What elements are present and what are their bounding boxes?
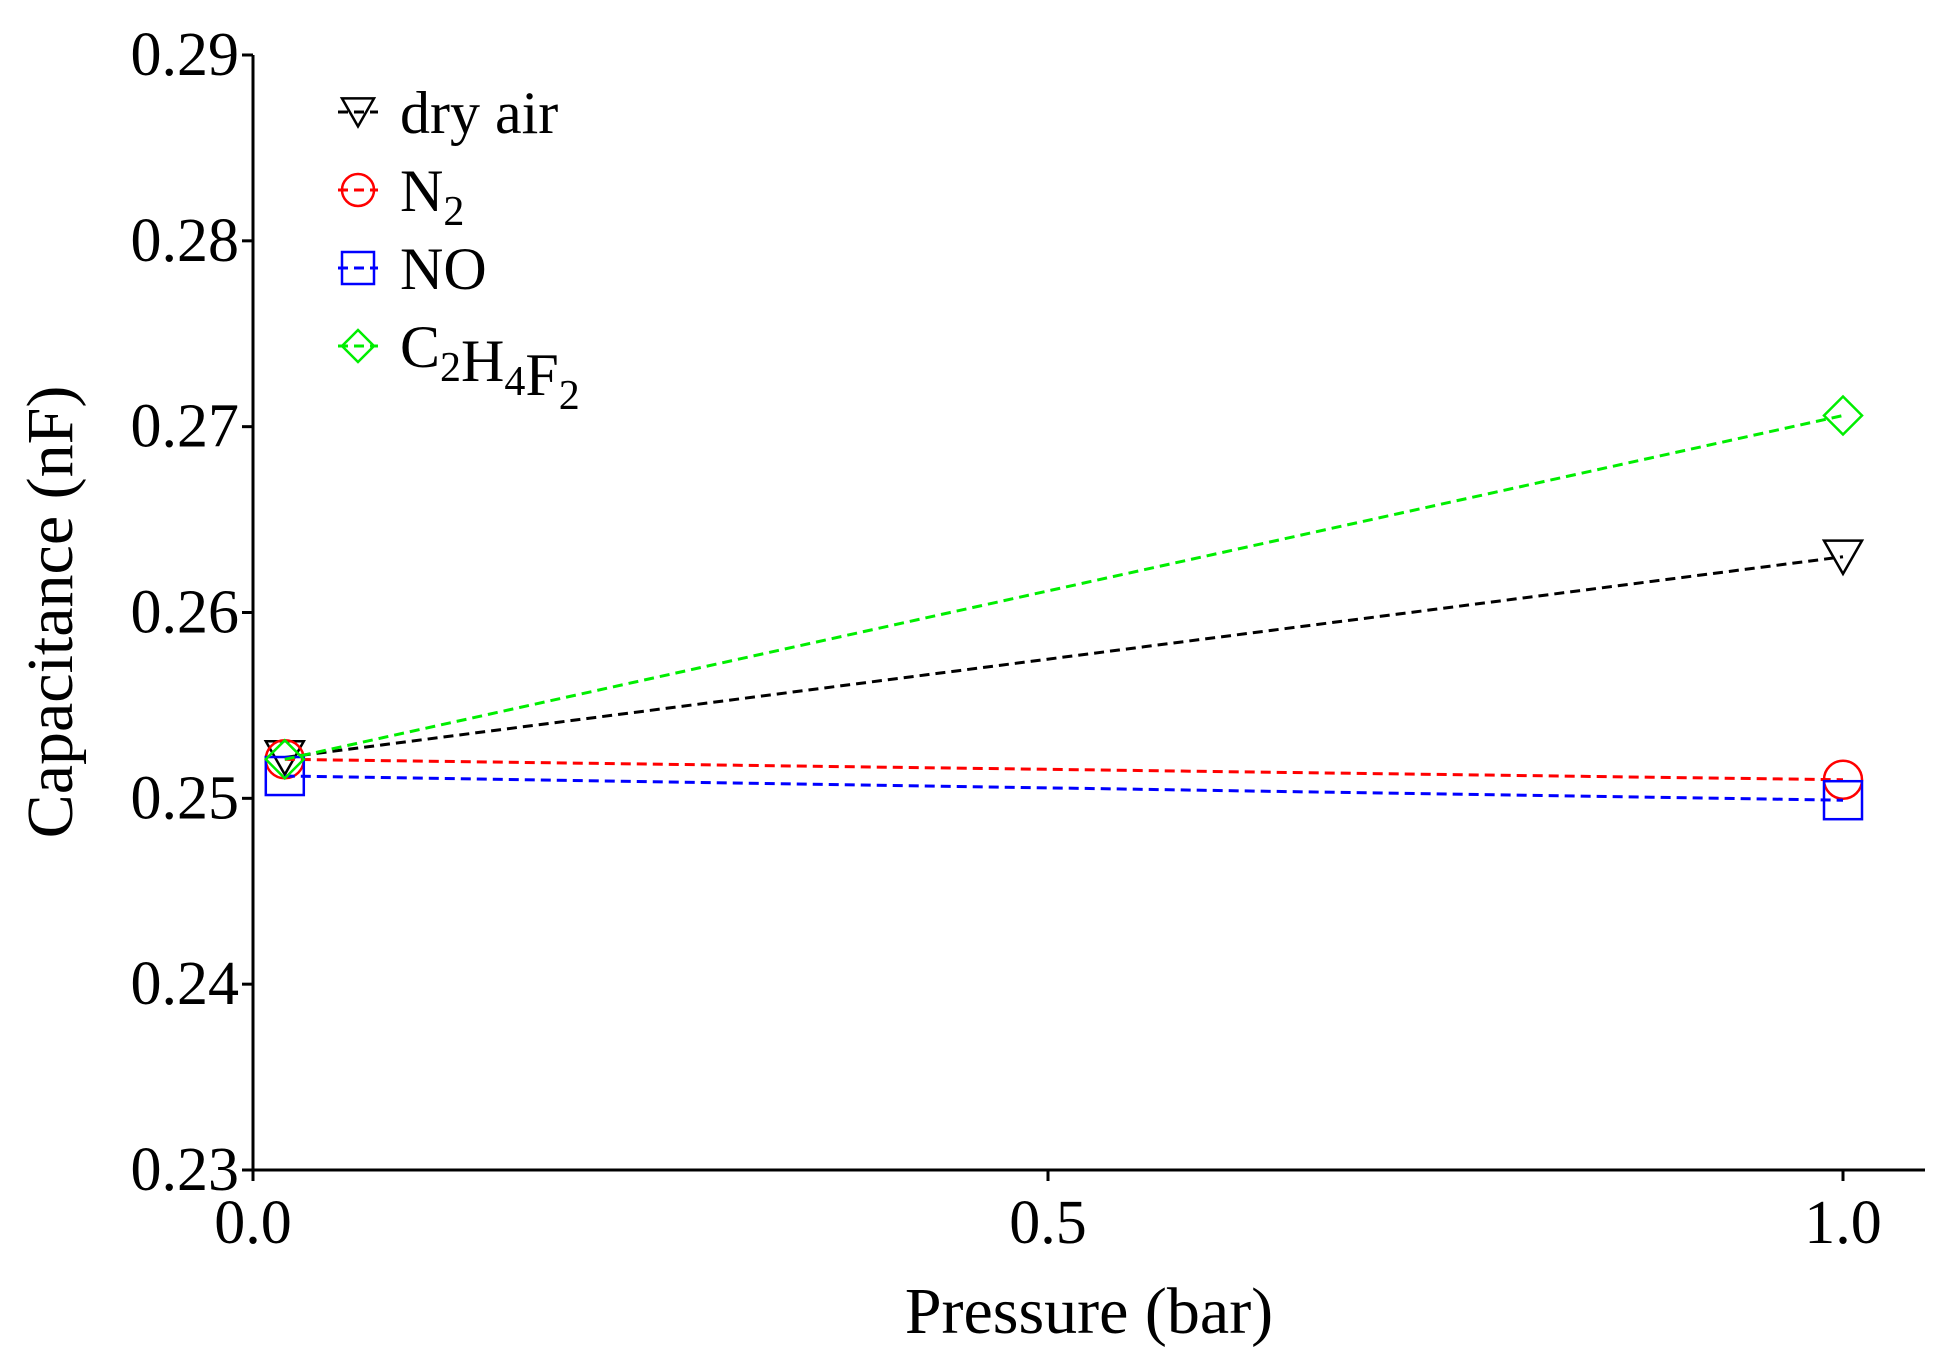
legend-label: NO [400, 236, 487, 302]
legend-marker [339, 97, 377, 129]
y-ticks: 0.23 0.24 0.25 0.26 0.27 0.28 0.29 [131, 21, 253, 1204]
data-point-c2h4f2 [1822, 394, 1864, 437]
y-tick-label: 0.27 [131, 393, 240, 461]
x-tick-label: 1.0 [1804, 1189, 1882, 1257]
y-tick-label: 0.25 [131, 764, 240, 832]
legend-marker [340, 172, 376, 208]
legend-label: dry air [400, 80, 558, 146]
legend-marker [340, 328, 376, 364]
y-axis-title: Capacitance (nF) [14, 386, 87, 839]
series-line-c2h4f2 [284, 414, 1844, 761]
series-line-no [284, 774, 1844, 802]
x-ticks: 0.0 0.5 1.0 [214, 1170, 1882, 1257]
series-line-dry-air [284, 555, 1844, 759]
data-point-dry-air [1821, 539, 1865, 577]
y-tick-label: 0.26 [131, 579, 240, 647]
x-axis-title: Pressure (bar) [905, 1275, 1273, 1348]
legend-marker [340, 250, 376, 286]
x-tick-label: 0.5 [1009, 1189, 1087, 1257]
plot-area [263, 394, 1865, 821]
y-tick-label: 0.29 [131, 21, 240, 89]
legend-label: C2H4F2 [400, 314, 580, 419]
legend-label: N2 [400, 158, 464, 235]
y-tick-label: 0.23 [131, 1136, 240, 1204]
y-tick-label: 0.24 [131, 950, 240, 1018]
series-line-n2 [284, 757, 1844, 782]
y-tick-label: 0.28 [131, 207, 240, 275]
x-tick-label: 0.0 [214, 1189, 292, 1257]
data-point-c2h4f2 [264, 738, 306, 781]
data-point-no [1822, 779, 1864, 821]
data-point-no [264, 755, 306, 797]
